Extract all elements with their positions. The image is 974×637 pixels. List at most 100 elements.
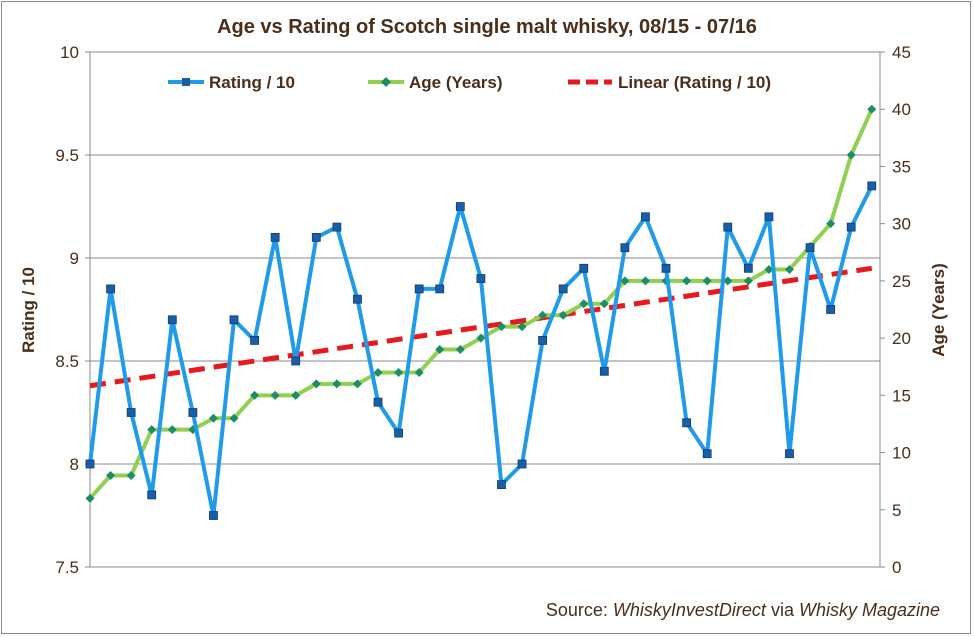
age-point bbox=[579, 299, 589, 309]
age-point bbox=[126, 470, 136, 480]
age-point bbox=[517, 322, 527, 332]
trendline-linear-rating bbox=[89, 265, 873, 389]
rating-point bbox=[743, 263, 753, 273]
rating-point bbox=[497, 480, 506, 490]
legend-label: Linear (Rating / 10) bbox=[618, 73, 771, 92]
source-secondary: Whisky Magazine bbox=[798, 600, 940, 620]
rating-point bbox=[311, 232, 321, 242]
rating-point bbox=[250, 335, 259, 345]
source-note: Source: WhiskyInvestDirect via Whisky Ma… bbox=[546, 600, 940, 621]
right-tick-label: 10 bbox=[892, 444, 911, 463]
source-prefix: Source: bbox=[545, 600, 613, 620]
age-point bbox=[682, 276, 692, 286]
age-point bbox=[723, 276, 733, 286]
left-tick-label: 10 bbox=[60, 43, 79, 62]
rating-point bbox=[476, 274, 486, 284]
age-point bbox=[476, 333, 486, 343]
rating-point bbox=[867, 181, 877, 191]
right-axis-ticks: 0 5 10 15 20 25 30 35 40 45 bbox=[880, 43, 911, 577]
left-tick-label: 9.5 bbox=[55, 146, 79, 165]
rating-point bbox=[702, 449, 712, 459]
rating-point bbox=[85, 459, 95, 469]
gridlines bbox=[90, 51, 880, 465]
age-point bbox=[270, 390, 280, 400]
rating-point bbox=[455, 202, 465, 211]
rating-point bbox=[147, 490, 157, 500]
rating-point bbox=[538, 335, 548, 345]
age-point bbox=[846, 150, 856, 160]
left-tick-label: 8.5 bbox=[55, 352, 79, 371]
rating-point bbox=[846, 222, 856, 232]
age-point bbox=[106, 470, 116, 480]
age-point bbox=[599, 299, 609, 309]
age-point bbox=[764, 264, 774, 274]
rating-point bbox=[620, 243, 630, 253]
axes bbox=[89, 52, 881, 568]
right-tick-label: 15 bbox=[892, 386, 911, 405]
source-connector: via bbox=[765, 600, 799, 620]
age-point bbox=[784, 264, 794, 274]
age-point bbox=[435, 345, 445, 355]
age-point bbox=[702, 276, 712, 286]
age-point bbox=[558, 310, 568, 320]
rating-point bbox=[435, 284, 445, 294]
age-point bbox=[496, 322, 506, 332]
rating-point bbox=[188, 408, 198, 417]
rating-point bbox=[826, 305, 836, 314]
age-point bbox=[867, 104, 877, 114]
rating-point bbox=[641, 212, 650, 222]
rating-point bbox=[805, 243, 815, 253]
right-tick-label: 35 bbox=[892, 157, 911, 176]
right-tick-label: 45 bbox=[892, 43, 911, 62]
right-tick-label: 5 bbox=[892, 501, 901, 520]
rating-point bbox=[332, 222, 342, 232]
rating-point bbox=[126, 408, 136, 417]
rating-point bbox=[394, 428, 403, 438]
series-line-rating bbox=[88, 185, 874, 518]
rating-point bbox=[209, 511, 218, 520]
age-point bbox=[455, 345, 465, 355]
rating-point bbox=[579, 263, 589, 273]
rating-point bbox=[661, 263, 671, 273]
age-point bbox=[291, 390, 301, 400]
legend-swatch-marker bbox=[182, 78, 190, 86]
rating-point bbox=[764, 212, 774, 222]
age-point bbox=[352, 379, 362, 389]
right-axis-label: Age (Years) bbox=[929, 263, 948, 357]
age-point bbox=[167, 425, 177, 435]
right-tick-label: 30 bbox=[892, 215, 911, 234]
series-line-age bbox=[88, 108, 874, 500]
age-point bbox=[394, 367, 404, 377]
left-tick-label: 7.5 bbox=[55, 558, 79, 577]
chart-title: Age vs Rating of Scotch single malt whis… bbox=[217, 16, 757, 38]
age-point bbox=[332, 379, 342, 389]
left-tick-label: 9 bbox=[70, 249, 79, 268]
rating-point bbox=[353, 294, 362, 304]
right-tick-label: 20 bbox=[892, 329, 911, 348]
right-tick-label: 0 bbox=[892, 558, 901, 577]
rating-point bbox=[167, 315, 177, 325]
rating-point bbox=[229, 315, 239, 325]
rating-point bbox=[599, 366, 609, 376]
source-primary: WhiskyInvestDirect bbox=[612, 600, 766, 620]
legend: Rating / 10 Age (Years) Linear (Rating / 1… bbox=[168, 73, 771, 92]
legend-label: Rating / 10 bbox=[209, 73, 295, 92]
rating-point bbox=[291, 356, 301, 366]
age-point bbox=[229, 413, 239, 423]
age-point bbox=[250, 390, 260, 400]
age-point bbox=[147, 425, 157, 435]
rating-point bbox=[682, 418, 692, 428]
rating-point bbox=[558, 284, 568, 294]
rating-point bbox=[517, 459, 527, 469]
age-point bbox=[826, 219, 836, 229]
age-point bbox=[373, 367, 383, 377]
age-point bbox=[620, 276, 630, 286]
left-axis-label: Rating / 10 bbox=[19, 267, 38, 353]
age-point bbox=[208, 413, 218, 423]
right-tick-label: 40 bbox=[892, 100, 911, 119]
legend-swatch-marker bbox=[381, 77, 391, 87]
legend-label: Age (Years) bbox=[409, 73, 503, 92]
rating-point bbox=[270, 232, 280, 242]
right-tick-label: 25 bbox=[892, 272, 911, 291]
